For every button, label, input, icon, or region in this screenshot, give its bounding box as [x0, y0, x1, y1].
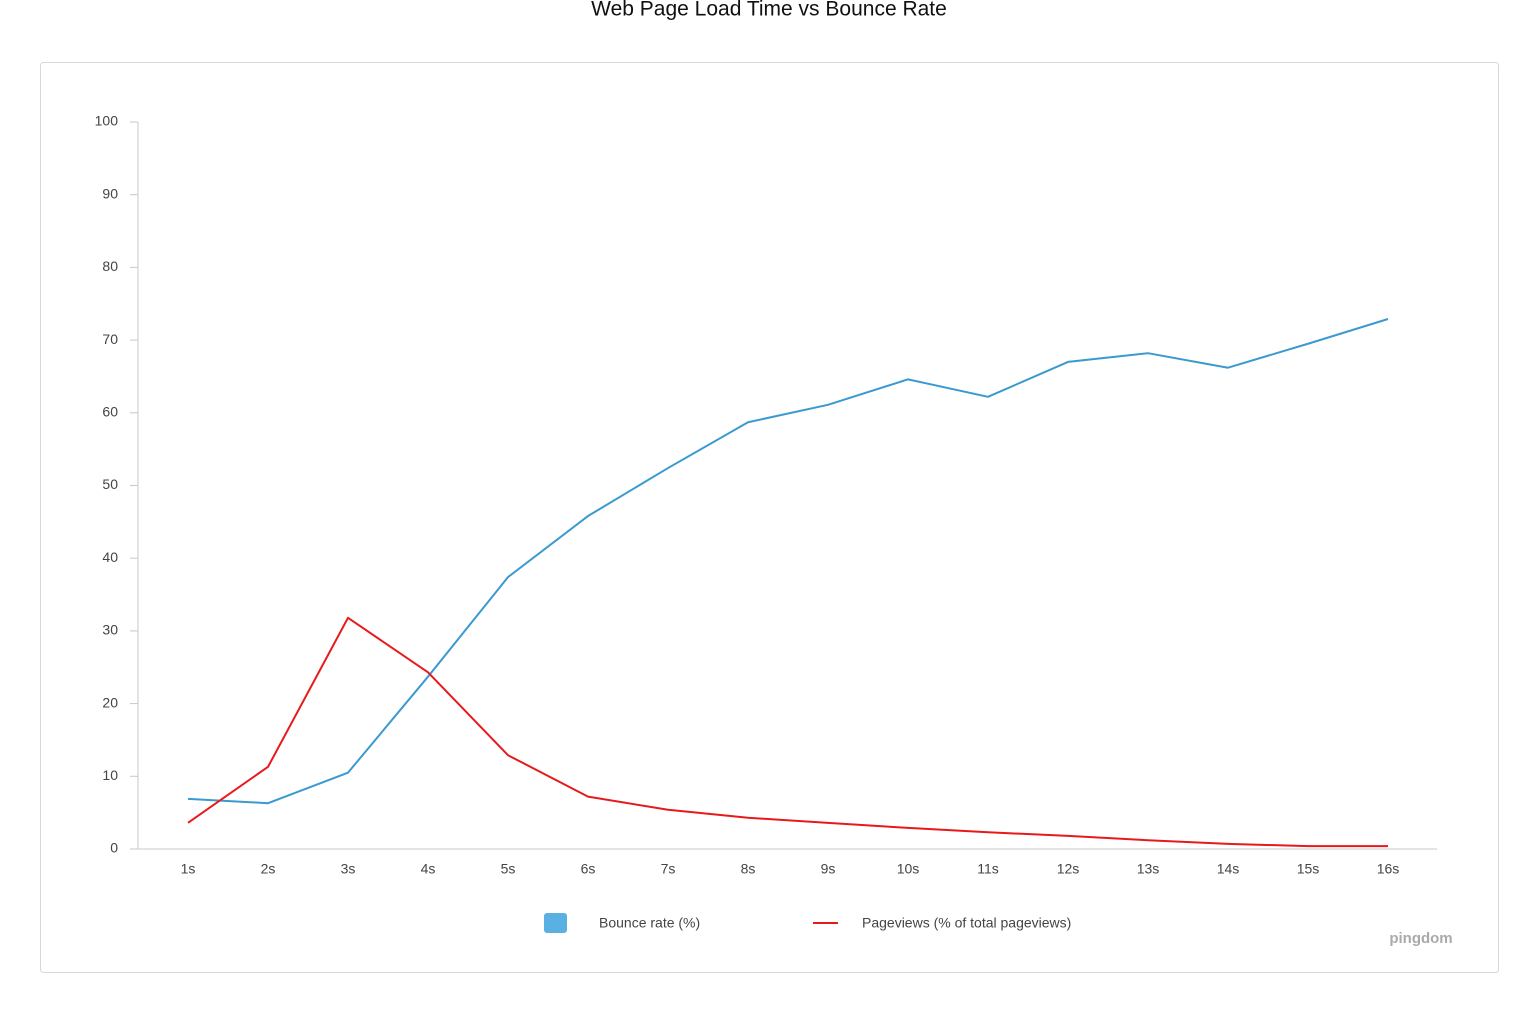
y-tick-label: 70	[102, 331, 118, 347]
y-tick-label: 0	[110, 840, 118, 856]
y-tick-label: 30	[102, 622, 118, 638]
y-tick-label: 100	[95, 113, 119, 129]
y-tick-label: 90	[102, 185, 118, 201]
watermark: pingdom	[1389, 930, 1452, 947]
y-tick-label: 80	[102, 258, 118, 274]
y-tick-label: 60	[102, 404, 118, 420]
x-tick-label: 10s	[897, 861, 920, 877]
y-tick-label: 10	[102, 767, 118, 783]
line-series	[187, 616, 1388, 848]
x-tick-label: 3s	[341, 861, 356, 877]
legend-label: Pageviews (% of total pageviews)	[862, 915, 1071, 931]
x-tick-label: 8s	[741, 861, 756, 877]
x-tick-label: 13s	[1137, 861, 1160, 877]
legend-marker	[544, 913, 567, 933]
x-tick-label: 15s	[1297, 861, 1320, 877]
chart-title: Web Page Load Time vs Bounce Rate	[591, 0, 947, 21]
y-tick-label: 50	[102, 476, 118, 492]
x-tick-label: 11s	[977, 861, 999, 877]
x-tick-label: 2s	[261, 861, 276, 877]
line-series	[187, 318, 1389, 805]
legend-label: Bounce rate (%)	[599, 915, 700, 931]
x-tick-label: 12s	[1057, 861, 1080, 877]
x-tick-label: 14s	[1217, 861, 1240, 877]
x-tick-label: 9s	[821, 861, 836, 877]
x-tick-label: 16s	[1377, 861, 1400, 877]
x-tick-label: 6s	[581, 861, 596, 877]
x-tick-label: 4s	[421, 861, 436, 877]
x-tick-label: 7s	[661, 861, 676, 877]
x-tick-label: 1s	[181, 861, 196, 877]
chart-panel	[40, 62, 1499, 973]
x-tick-label: 5s	[501, 861, 516, 877]
y-tick-label: 40	[102, 549, 118, 565]
y-tick-label: 20	[102, 694, 118, 710]
